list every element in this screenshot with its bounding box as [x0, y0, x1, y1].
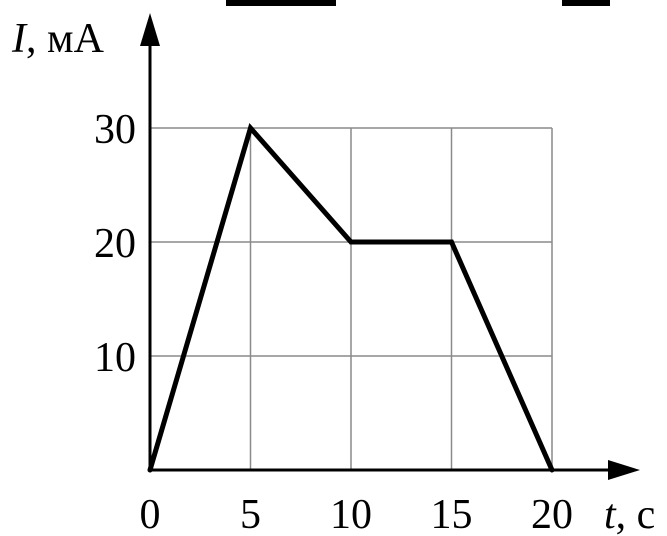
x-tick-label: 10: [330, 492, 372, 536]
cropped-heading-fragment-right: [562, 0, 610, 6]
y-tick-label: 10: [94, 335, 136, 381]
x-tick-label: 20: [531, 492, 573, 536]
x-tick-labels: 0 5 10 15 20: [140, 492, 574, 536]
cropped-heading-fragment-left: [226, 0, 336, 6]
x-axis: [150, 460, 640, 480]
y-tick-label: 20: [94, 221, 136, 267]
y-axis-unit: , мА: [26, 16, 105, 62]
y-axis-arrow-icon: [140, 13, 160, 46]
x-tick-label: 0: [140, 492, 161, 536]
x-tick-label: 15: [431, 492, 473, 536]
y-tick-labels: 10 20 30: [94, 107, 136, 381]
x-axis-label: t, с: [604, 492, 655, 536]
x-axis-unit: , с: [616, 492, 656, 536]
x-tick-label: 5: [240, 492, 261, 536]
y-tick-label: 30: [94, 107, 136, 153]
y-axis-label: I, мА: [11, 16, 105, 62]
cropped-heading-fragments: [226, 0, 610, 6]
x-axis-arrow-icon: [608, 460, 640, 480]
grid: [150, 128, 552, 470]
